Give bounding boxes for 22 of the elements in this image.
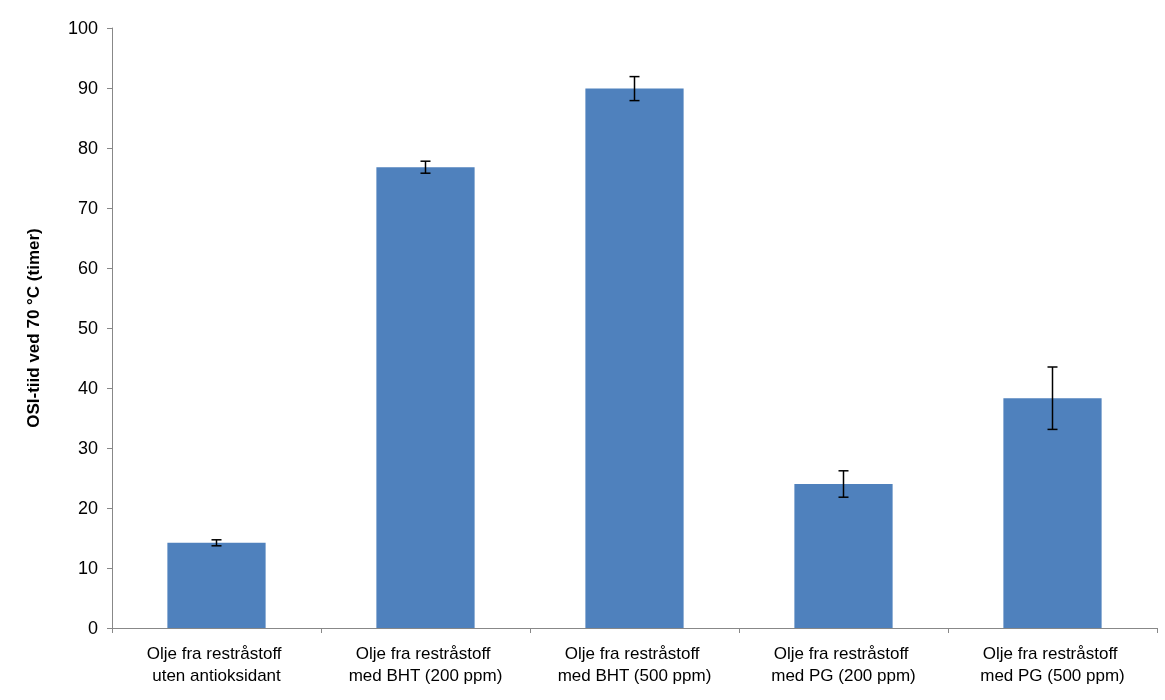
bar <box>167 542 266 628</box>
bar <box>1003 398 1102 628</box>
y-tick-label: 60 <box>77 258 98 278</box>
y-axis-title: OSI-tiid ved 70 °C (timer) <box>24 228 43 428</box>
y-tick-label: 40 <box>77 378 98 398</box>
y-tick-label: 70 <box>77 198 98 218</box>
x-tick-label: Olje fra restråstoff med BHT (200 ppm) <box>348 643 503 685</box>
y-tick-label: 80 <box>77 138 98 158</box>
y-tick-label: 0 <box>87 618 98 638</box>
x-tick-label: Olje fra restråstoff med PG (500 ppm) <box>980 643 1125 685</box>
y-tick-label: 30 <box>77 438 98 458</box>
x-tick-label: Olje fra restråstoff med PG (200 ppm) <box>771 643 916 685</box>
y-tick-label: 10 <box>77 558 98 578</box>
bar <box>794 484 893 628</box>
y-tick-label: 50 <box>77 318 98 338</box>
bar <box>376 167 475 628</box>
x-tick-label: Olje fra restråstoff uten antioksidant <box>146 643 287 685</box>
y-tick-label: 100 <box>67 18 98 38</box>
x-tick-label: Olje fra restråstoff med BHT (500 ppm) <box>557 643 712 685</box>
y-tick-label: 90 <box>77 78 98 98</box>
bar <box>585 88 684 628</box>
y-tick-label: 20 <box>77 498 98 518</box>
